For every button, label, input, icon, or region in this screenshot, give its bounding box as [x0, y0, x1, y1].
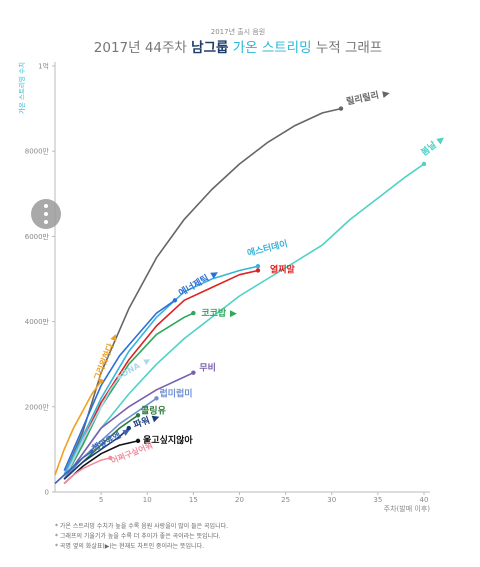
y-tick-label: 8000만 — [25, 147, 50, 156]
series-label: 그리워하다 — [92, 342, 117, 383]
series-endpoint — [89, 449, 95, 454]
series-endpoint — [421, 161, 427, 167]
charting-arrow-icon: ▶ — [210, 268, 221, 280]
series-line — [63, 427, 130, 480]
series-endpoint — [108, 455, 113, 461]
series-label: DNA — [120, 361, 142, 379]
series-endpoint — [172, 298, 178, 303]
series-endpoint — [338, 106, 344, 111]
footnote-1: * 가온 스트리밍 수치가 높을 수록 음원 사랑을이 많이 들은 곡입니다. — [55, 522, 228, 530]
series-label: 릴리릴리 — [345, 89, 380, 108]
series-endpoint — [135, 438, 141, 444]
series-endpoint — [255, 268, 261, 273]
series-line — [63, 107, 342, 476]
x-tick-label: 35 — [373, 496, 382, 504]
x-ticks: 5 10 15 20 25 30 35 40 — [99, 492, 429, 504]
series-label: 럽미럽미 — [159, 387, 192, 399]
charting-arrow-icon: ▶ — [109, 332, 121, 342]
charting-arrow-icon: ▶ — [142, 355, 153, 366]
series-line — [63, 371, 194, 480]
axes — [54, 62, 430, 493]
footnote-3: * 곡명 옆의 화살표(▶)는 현재도 차트인 중이라는 뜻입니다. — [55, 542, 204, 550]
series-endpoint — [191, 310, 196, 316]
series-label: 파워 — [132, 414, 152, 431]
series-endpoint — [135, 413, 141, 418]
charting-arrow-icon: ▶ — [230, 309, 237, 319]
series-label: 무비 — [199, 362, 216, 374]
y-tick-label: 1억 — [38, 63, 49, 71]
y-axis-label: 가온 스트리밍 수치 — [17, 62, 26, 114]
x-axis-label: 주차(발매 이후) — [384, 504, 431, 513]
series-line — [63, 265, 259, 476]
title-mid: 가온 스트리밍 — [228, 40, 311, 56]
series-line — [54, 450, 93, 485]
series-endpoint — [117, 374, 122, 380]
series-label: 울고싶지않아 — [143, 434, 193, 446]
y-tick-label: 6000만 — [25, 232, 50, 241]
series-endpoint — [126, 425, 131, 431]
title-prefix: 2017년 44주차 — [94, 40, 191, 56]
x-tick-label: 30 — [327, 496, 336, 504]
series-label: 코코밥 — [201, 307, 227, 319]
series-endpoint — [191, 370, 196, 375]
chart-small-title: 2017년 출시 음원 — [211, 27, 265, 36]
series-label: 봄날 — [418, 138, 439, 158]
charting-arrow-icon: ▶ — [122, 425, 133, 437]
series-endpoint — [255, 264, 261, 269]
more-options-icon — [44, 204, 48, 208]
series-line — [63, 312, 194, 480]
series-line — [63, 457, 111, 485]
x-tick-label: 10 — [143, 496, 152, 504]
series-label: 에스터데이 — [246, 237, 289, 259]
chart-title: 2017년 44주차 남그룹 가온 스트리밍 누적 그래프 — [94, 39, 382, 56]
series-line — [63, 376, 121, 480]
charting-arrow-icon: ▶ — [382, 89, 391, 100]
footnote-2: * 그래프의 기울기가 높을 수록 더 추이가 좋은 곡이라는 뜻입니다. — [55, 532, 221, 540]
charting-arrow-icon: ▶ — [436, 134, 448, 146]
series-label: 어쩌구싶어워 — [109, 440, 154, 466]
charting-arrow-icon: ▶ — [151, 412, 161, 424]
series-layer — [54, 106, 427, 485]
more-options-button[interactable] — [31, 199, 61, 229]
y-tick-label: 0 — [45, 489, 49, 497]
y-ticks: 0 2000만 4000만 6000만 8000만 1억 — [25, 63, 55, 497]
series-line — [54, 380, 102, 476]
x-tick-label: 20 — [235, 496, 244, 504]
title-group: 남그룹 — [191, 39, 229, 56]
series-label: 열찌말 — [270, 263, 296, 275]
series-endpoint — [98, 379, 104, 384]
x-tick-label: 15 — [189, 496, 198, 504]
series-line — [63, 163, 425, 480]
x-tick-label: 40 — [420, 496, 429, 504]
y-tick-label: 4000만 — [25, 317, 50, 326]
y-tick-label: 2000만 — [25, 402, 50, 411]
series-label: 콜링유 — [141, 404, 166, 416]
series-label: 에너제틱 — [176, 272, 211, 299]
x-tick-label: 25 — [281, 496, 290, 504]
title-suffix: 누적 그래프 — [312, 40, 383, 56]
series-line — [63, 299, 176, 472]
series-endpoint — [154, 396, 159, 401]
x-tick-label: 5 — [99, 496, 103, 504]
